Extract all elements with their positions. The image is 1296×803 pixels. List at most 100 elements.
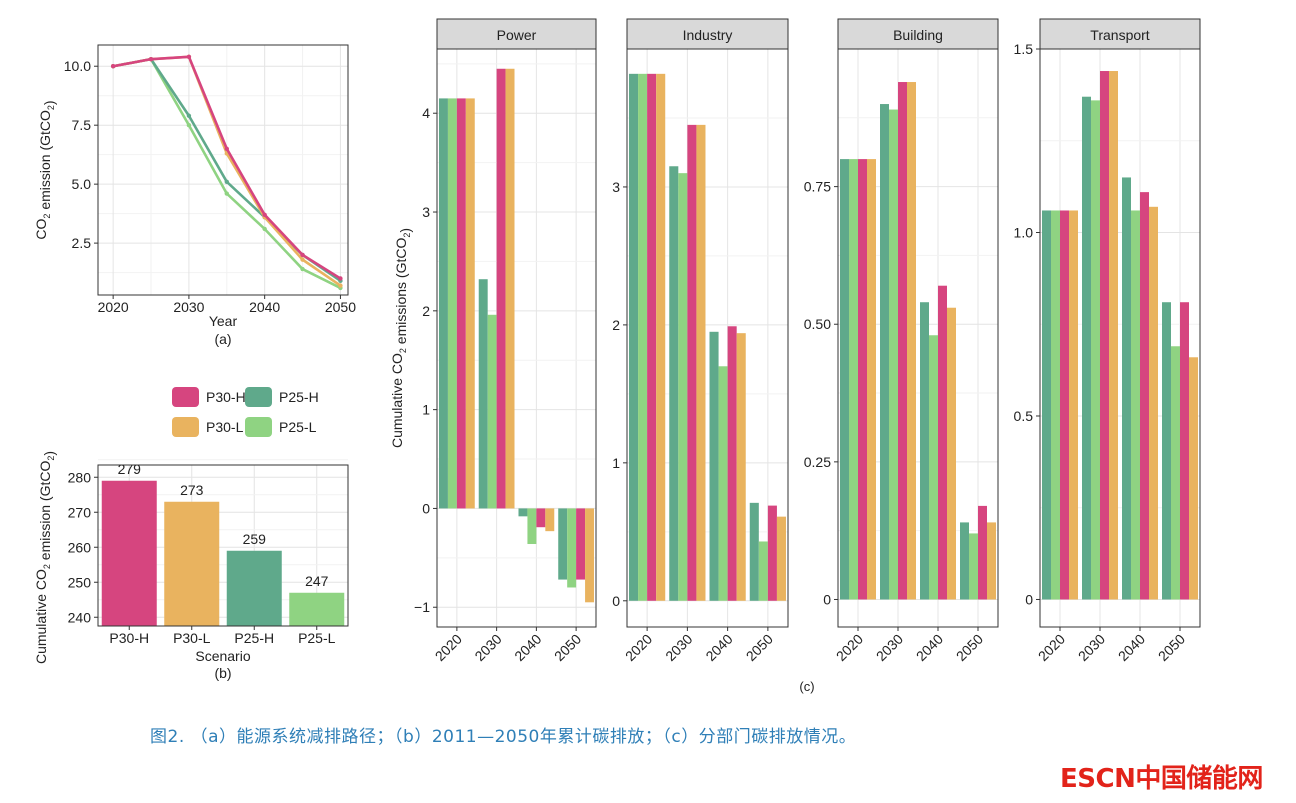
- legend-swatch-p25-h: [245, 387, 272, 407]
- bar-p30-h-2020: [647, 73, 657, 601]
- y-tick-label: 4: [422, 105, 430, 121]
- x-tick-label: 2050: [743, 631, 776, 664]
- panel-c-label: (c): [799, 679, 814, 694]
- bar-p25-l-2020: [447, 98, 457, 509]
- bar-p30-l-2040: [545, 508, 555, 532]
- y-axis-label-subscript: 2: [46, 105, 56, 110]
- bar-p30-h-2040: [536, 508, 546, 528]
- y-tick-label: 0.50: [804, 316, 831, 332]
- bar-p30-l-2040: [736, 333, 746, 601]
- bar-p30-h-2050: [1180, 302, 1189, 600]
- bar-p25-l-2040: [1131, 210, 1140, 600]
- x-axis-label: Scenario: [195, 648, 250, 664]
- x-tick-label: 2040: [249, 299, 280, 315]
- bar-p30-l-2030: [696, 124, 706, 601]
- series-point-p30-h: [110, 64, 116, 69]
- bar-p25-l-2040: [527, 508, 537, 545]
- x-tick-label: P25-L: [298, 630, 336, 646]
- bar-p25-l-2020: [1051, 210, 1060, 600]
- x-tick-label: 2030: [873, 631, 906, 664]
- y-axis-label-subscript: 2: [42, 214, 52, 219]
- x-tick-label: 2030: [471, 631, 504, 664]
- bar-p25-h-2020: [1042, 210, 1051, 600]
- bar-p30-h-2040: [1140, 192, 1149, 600]
- facet-power: Power 2020 2030 2040 2050 −1 0 1 2 3 4: [414, 18, 597, 664]
- y-axis-label-part: emission (Gt: [37, 131, 53, 214]
- y-tick-label: 1: [612, 455, 620, 471]
- x-tick-label: 2030: [173, 299, 204, 315]
- y-axis-label-part: Cumulative: [389, 374, 405, 448]
- x-tick-label: 2030: [1075, 631, 1108, 664]
- bar-p30-l-2030: [907, 82, 916, 600]
- x-tick-label: 2040: [511, 631, 544, 664]
- y-axis-label-subscript: 2: [398, 348, 408, 353]
- y-axis-label-part: CO: [389, 353, 405, 374]
- bar-p30-h: [101, 480, 157, 626]
- y-axis-label-part: CO: [33, 218, 49, 239]
- facet-border: [1039, 48, 1201, 628]
- panel-a-label: (a): [214, 331, 231, 347]
- legend-swatch-p25-l: [245, 417, 272, 437]
- bar-p30-h-2050: [978, 505, 987, 600]
- series-point-p30-h: [338, 276, 343, 281]
- bar-p25-l-2040: [718, 366, 728, 601]
- legend-label-p25-l: P25-L: [279, 419, 317, 435]
- x-tick-label: 2020: [1035, 631, 1068, 664]
- series-point-p25-l: [224, 191, 229, 196]
- bar-p30-l-2040: [947, 307, 956, 600]
- bar-p30-l-2020: [867, 159, 876, 600]
- bar-p25-l-2050: [758, 541, 768, 601]
- bar-p30-h-2020: [456, 98, 466, 509]
- bar-p25-l-2050: [1171, 346, 1180, 600]
- bar-p30-l-2020: [465, 98, 475, 509]
- facet-building: Building 2020 2030 2040 2050 0 0.25 0.50 0.75: [804, 18, 999, 664]
- x-tick-label: 2040: [1115, 631, 1148, 664]
- facet-title: Power: [497, 27, 537, 43]
- y-axis-label: Cumulative CO2 emission (GtCO2): [33, 451, 57, 664]
- y-tick-label: 260: [68, 539, 92, 555]
- bar-value-label: 279: [118, 461, 142, 477]
- bar-p30-h-2050: [576, 508, 586, 580]
- facet-border: [436, 48, 597, 628]
- bar-p30-h-2050: [767, 505, 777, 601]
- y-tick-label: 3: [612, 179, 620, 195]
- bar-p25-h-2040: [1122, 177, 1131, 600]
- bar-p30-l-2020: [1069, 210, 1078, 600]
- bar-p25-h-2040: [518, 508, 528, 517]
- legend-label-p25-h: P25-H: [279, 389, 319, 405]
- panel-b-label: (b): [214, 665, 231, 681]
- series-point-p25-l: [262, 226, 267, 232]
- bar-p30-h-2020: [858, 159, 867, 600]
- series-point-p30-l: [338, 283, 343, 288]
- bar-p25-l-2050: [567, 508, 577, 588]
- facet-transport: Transport 2020 2030 2040 2050 0 0.5 1.0 1.5: [1014, 18, 1201, 664]
- facet-strip: [837, 18, 999, 50]
- bar-value-label: 247: [305, 573, 329, 589]
- x-tick-label: 2050: [953, 631, 986, 664]
- y-tick-label: 240: [68, 609, 92, 625]
- y-tick-label: 2: [612, 317, 620, 333]
- y-tick-label: 0: [422, 500, 430, 516]
- y-tick-label: 0.75: [804, 179, 831, 195]
- x-tick-label: 2030: [662, 631, 695, 664]
- y-tick-label: 0: [612, 593, 620, 609]
- y-tick-label: 10.0: [64, 58, 91, 74]
- series-point-p25-l: [300, 266, 305, 272]
- y-tick-label: −1: [414, 599, 430, 615]
- x-tick-label: 2050: [1155, 631, 1188, 664]
- panel-a: 2020 2030 2040 2050 2.5 5.0 7.5 10.0 Year (a) CO2 …: [33, 44, 356, 347]
- bar-p25-l-2030: [1091, 100, 1100, 600]
- bar-p30-h-2030: [496, 68, 506, 509]
- y-axis-label-part: CO: [393, 238, 409, 259]
- y-axis-label-subscript: 2: [46, 456, 56, 461]
- bar-p25-h-2050: [558, 508, 568, 580]
- x-tick-label: P25-H: [234, 630, 274, 646]
- bar-p25-h-2030: [669, 166, 679, 601]
- series-point-p25-l: [186, 122, 192, 128]
- y-tick-label: 1.0: [1014, 224, 1034, 240]
- x-tick-label: 2050: [551, 631, 584, 664]
- bar-p30-h-2030: [687, 124, 697, 601]
- y-tick-label: 1.5: [1014, 41, 1034, 57]
